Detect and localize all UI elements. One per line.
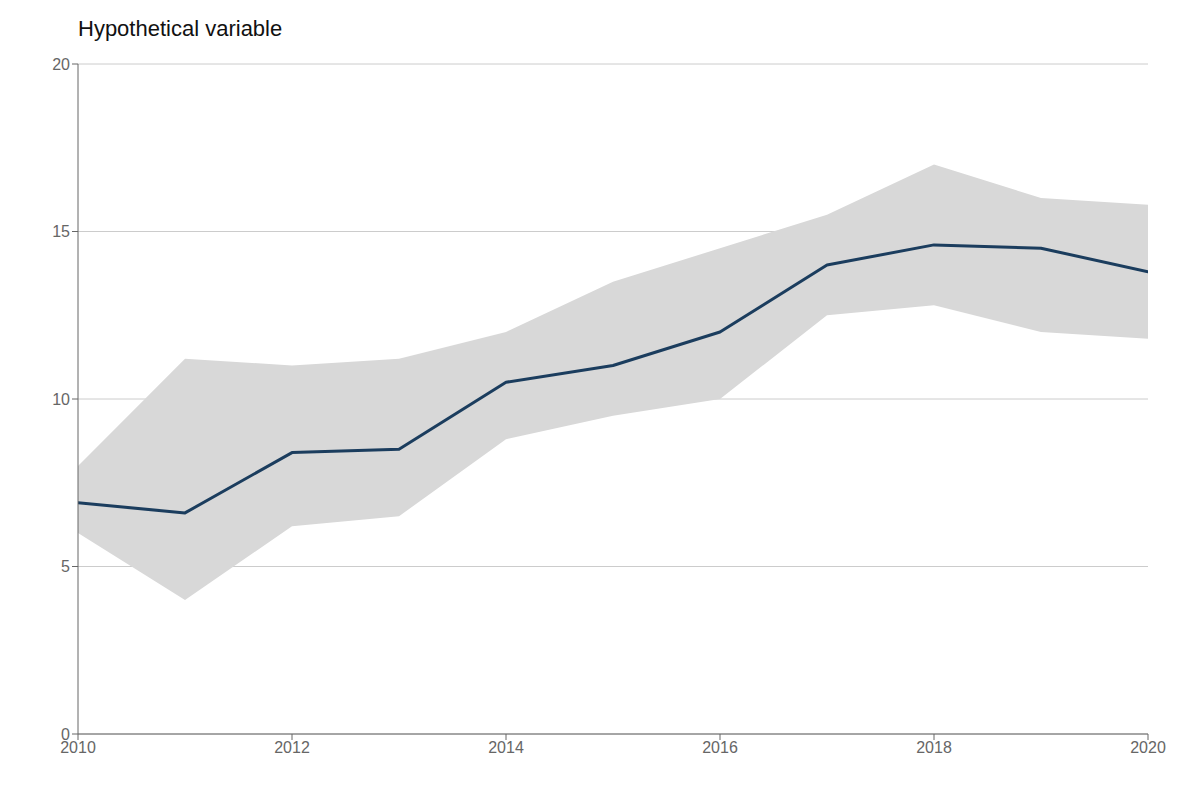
svg-text:0: 0 xyxy=(61,726,70,743)
svg-text:2010: 2010 xyxy=(60,739,96,757)
svg-text:20: 20 xyxy=(52,56,70,73)
svg-text:2014: 2014 xyxy=(488,739,524,756)
html-text:Hypothetical variable: Hypothetical variable xyxy=(78,16,283,41)
svg-text:15: 15 xyxy=(52,223,70,240)
svg-text:2016: 2016 xyxy=(702,739,738,756)
svg-text:2012: 2012 xyxy=(274,739,310,756)
svg-text:10: 10 xyxy=(52,391,70,408)
svg-text:5: 5 xyxy=(61,558,70,575)
svg-text:2020: 2020 xyxy=(1130,739,1166,756)
svg-text:2018: 2018 xyxy=(916,739,952,756)
